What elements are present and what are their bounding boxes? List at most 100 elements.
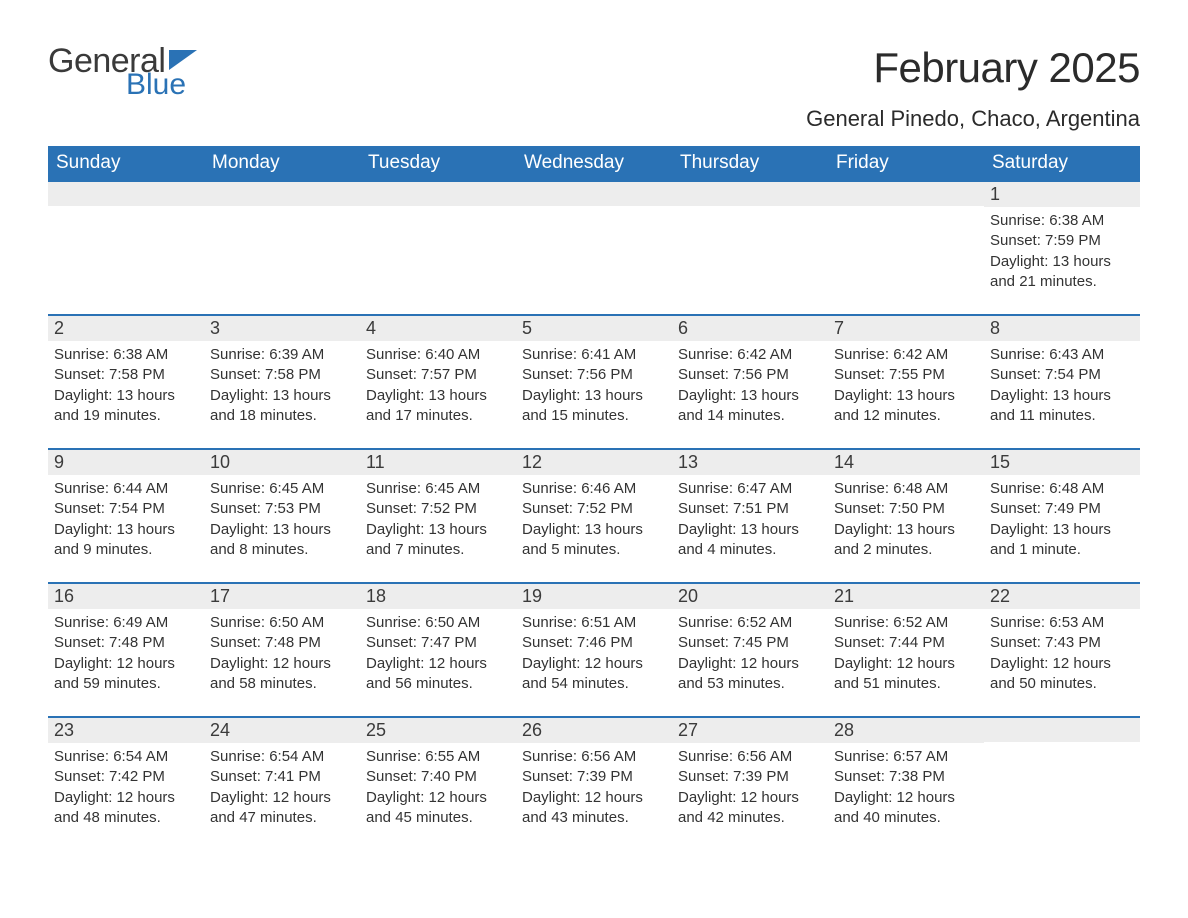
calendar-day-cell: 28Sunrise: 6:57 AMSunset: 7:38 PMDayligh… bbox=[828, 718, 984, 834]
day-detail: Sunrise: 6:56 AMSunset: 7:39 PMDaylight:… bbox=[516, 743, 672, 834]
sunset-text: Sunset: 7:56 PM bbox=[678, 365, 822, 385]
sunrise-text: Sunrise: 6:48 AM bbox=[834, 479, 978, 499]
day-number: 15 bbox=[984, 450, 1140, 475]
day-detail bbox=[672, 206, 828, 216]
sunset-text: Sunset: 7:54 PM bbox=[54, 499, 198, 519]
sunset-text: Sunset: 7:46 PM bbox=[522, 633, 666, 653]
day-number: 19 bbox=[516, 584, 672, 609]
day-detail bbox=[48, 206, 204, 216]
calendar-week-row: 23Sunrise: 6:54 AMSunset: 7:42 PMDayligh… bbox=[48, 716, 1140, 834]
sunrise-text: Sunrise: 6:41 AM bbox=[522, 345, 666, 365]
sunset-text: Sunset: 7:48 PM bbox=[210, 633, 354, 653]
daylight-text: Daylight: 12 hours and 40 minutes. bbox=[834, 788, 978, 829]
calendar-day-cell bbox=[48, 182, 204, 298]
weeks-container: 1Sunrise: 6:38 AMSunset: 7:59 PMDaylight… bbox=[48, 182, 1140, 834]
calendar-day-cell: 23Sunrise: 6:54 AMSunset: 7:42 PMDayligh… bbox=[48, 718, 204, 834]
sunset-text: Sunset: 7:52 PM bbox=[366, 499, 510, 519]
sunrise-text: Sunrise: 6:56 AM bbox=[522, 747, 666, 767]
daylight-text: Daylight: 13 hours and 18 minutes. bbox=[210, 386, 354, 427]
daylight-text: Daylight: 12 hours and 58 minutes. bbox=[210, 654, 354, 695]
sunset-text: Sunset: 7:53 PM bbox=[210, 499, 354, 519]
location-subtitle: General Pinedo, Chaco, Argentina bbox=[806, 106, 1140, 132]
sunrise-text: Sunrise: 6:38 AM bbox=[990, 211, 1134, 231]
sunset-text: Sunset: 7:48 PM bbox=[54, 633, 198, 653]
calendar-day-cell: 1Sunrise: 6:38 AMSunset: 7:59 PMDaylight… bbox=[984, 182, 1140, 298]
daylight-text: Daylight: 13 hours and 7 minutes. bbox=[366, 520, 510, 561]
day-number: 14 bbox=[828, 450, 984, 475]
day-number: 28 bbox=[828, 718, 984, 743]
calendar-day-cell: 25Sunrise: 6:55 AMSunset: 7:40 PMDayligh… bbox=[360, 718, 516, 834]
sunset-text: Sunset: 7:56 PM bbox=[522, 365, 666, 385]
day-number: 13 bbox=[672, 450, 828, 475]
daylight-text: Daylight: 12 hours and 45 minutes. bbox=[366, 788, 510, 829]
sunset-text: Sunset: 7:54 PM bbox=[990, 365, 1134, 385]
daylight-text: Daylight: 13 hours and 14 minutes. bbox=[678, 386, 822, 427]
calendar-day-cell: 9Sunrise: 6:44 AMSunset: 7:54 PMDaylight… bbox=[48, 450, 204, 566]
day-detail: Sunrise: 6:46 AMSunset: 7:52 PMDaylight:… bbox=[516, 475, 672, 566]
calendar-day-cell: 11Sunrise: 6:45 AMSunset: 7:52 PMDayligh… bbox=[360, 450, 516, 566]
sunrise-text: Sunrise: 6:46 AM bbox=[522, 479, 666, 499]
day-detail: Sunrise: 6:45 AMSunset: 7:53 PMDaylight:… bbox=[204, 475, 360, 566]
day-number: 7 bbox=[828, 316, 984, 341]
day-number: 20 bbox=[672, 584, 828, 609]
day-detail: Sunrise: 6:48 AMSunset: 7:49 PMDaylight:… bbox=[984, 475, 1140, 566]
day-detail: Sunrise: 6:56 AMSunset: 7:39 PMDaylight:… bbox=[672, 743, 828, 834]
sunset-text: Sunset: 7:39 PM bbox=[678, 767, 822, 787]
sunset-text: Sunset: 7:42 PM bbox=[54, 767, 198, 787]
day-detail bbox=[984, 742, 1140, 752]
daylight-text: Daylight: 13 hours and 8 minutes. bbox=[210, 520, 354, 561]
calendar-day-cell bbox=[516, 182, 672, 298]
sunset-text: Sunset: 7:55 PM bbox=[834, 365, 978, 385]
calendar-week-row: 9Sunrise: 6:44 AMSunset: 7:54 PMDaylight… bbox=[48, 448, 1140, 566]
calendar-day-cell: 12Sunrise: 6:46 AMSunset: 7:52 PMDayligh… bbox=[516, 450, 672, 566]
day-number: 17 bbox=[204, 584, 360, 609]
calendar-day-cell: 21Sunrise: 6:52 AMSunset: 7:44 PMDayligh… bbox=[828, 584, 984, 700]
day-number: 16 bbox=[48, 584, 204, 609]
day-number bbox=[828, 182, 984, 206]
sunset-text: Sunset: 7:50 PM bbox=[834, 499, 978, 519]
sunrise-text: Sunrise: 6:42 AM bbox=[678, 345, 822, 365]
daylight-text: Daylight: 13 hours and 21 minutes. bbox=[990, 252, 1134, 293]
calendar-day-cell: 3Sunrise: 6:39 AMSunset: 7:58 PMDaylight… bbox=[204, 316, 360, 432]
calendar-day-cell: 20Sunrise: 6:52 AMSunset: 7:45 PMDayligh… bbox=[672, 584, 828, 700]
daylight-text: Daylight: 13 hours and 5 minutes. bbox=[522, 520, 666, 561]
calendar-day-cell: 7 Sunrise: 6:42 AMSunset: 7:55 PMDaylight… bbox=[828, 316, 984, 432]
weekday-header: Thursday bbox=[672, 146, 828, 182]
sunset-text: Sunset: 7:45 PM bbox=[678, 633, 822, 653]
day-detail: Sunrise: 6:43 AMSunset: 7:54 PMDaylight:… bbox=[984, 341, 1140, 432]
calendar-day-cell: 13Sunrise: 6:47 AMSunset: 7:51 PMDayligh… bbox=[672, 450, 828, 566]
daylight-text: Daylight: 12 hours and 54 minutes. bbox=[522, 654, 666, 695]
day-number: 21 bbox=[828, 584, 984, 609]
day-number: 6 bbox=[672, 316, 828, 341]
daylight-text: Daylight: 13 hours and 15 minutes. bbox=[522, 386, 666, 427]
daylight-text: Daylight: 13 hours and 1 minute. bbox=[990, 520, 1134, 561]
day-detail: Sunrise: 6:53 AMSunset: 7:43 PMDaylight:… bbox=[984, 609, 1140, 700]
calendar-day-cell: 14Sunrise: 6:48 AMSunset: 7:50 PMDayligh… bbox=[828, 450, 984, 566]
calendar-week-row: 2Sunrise: 6:38 AMSunset: 7:58 PMDaylight… bbox=[48, 314, 1140, 432]
day-number: 10 bbox=[204, 450, 360, 475]
weekday-header: Saturday bbox=[984, 146, 1140, 182]
sunrise-text: Sunrise: 6:51 AM bbox=[522, 613, 666, 633]
daylight-text: Daylight: 13 hours and 12 minutes. bbox=[834, 386, 978, 427]
sunset-text: Sunset: 7:41 PM bbox=[210, 767, 354, 787]
day-number: 12 bbox=[516, 450, 672, 475]
calendar-day-cell: 18Sunrise: 6:50 AMSunset: 7:47 PMDayligh… bbox=[360, 584, 516, 700]
day-number: 5 bbox=[516, 316, 672, 341]
weekday-header-row: Sunday Monday Tuesday Wednesday Thursday… bbox=[48, 146, 1140, 182]
calendar-day-cell bbox=[360, 182, 516, 298]
calendar-day-cell: 17Sunrise: 6:50 AMSunset: 7:48 PMDayligh… bbox=[204, 584, 360, 700]
sunrise-text: Sunrise: 6:55 AM bbox=[366, 747, 510, 767]
day-number: 1 bbox=[984, 182, 1140, 207]
daylight-text: Daylight: 13 hours and 11 minutes. bbox=[990, 386, 1134, 427]
sunrise-text: Sunrise: 6:40 AM bbox=[366, 345, 510, 365]
daylight-text: Daylight: 12 hours and 50 minutes. bbox=[990, 654, 1134, 695]
sunrise-text: Sunrise: 6:42 AM bbox=[834, 345, 978, 365]
day-detail: Sunrise: 6:57 AMSunset: 7:38 PMDaylight:… bbox=[828, 743, 984, 834]
weekday-header: Wednesday bbox=[516, 146, 672, 182]
calendar-day-cell: 16Sunrise: 6:49 AMSunset: 7:48 PMDayligh… bbox=[48, 584, 204, 700]
sunrise-text: Sunrise: 6:56 AM bbox=[678, 747, 822, 767]
sunrise-text: Sunrise: 6:45 AM bbox=[210, 479, 354, 499]
calendar-day-cell: 4Sunrise: 6:40 AMSunset: 7:57 PMDaylight… bbox=[360, 316, 516, 432]
day-number bbox=[48, 182, 204, 206]
day-number: 3 bbox=[204, 316, 360, 341]
